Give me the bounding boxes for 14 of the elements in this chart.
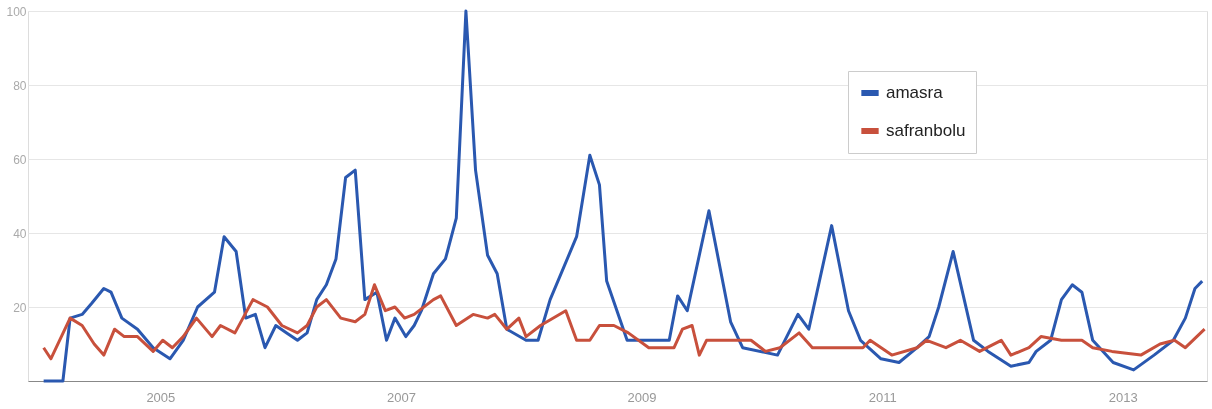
y-tick-label: 100 bbox=[6, 4, 27, 19]
x-tick-label: 2013 bbox=[1108, 389, 1138, 405]
line-series bbox=[42, 9, 1204, 383]
x-tick-label: 2009 bbox=[627, 389, 657, 405]
line-series bbox=[42, 283, 1207, 361]
x-tick-label: 2011 bbox=[868, 389, 897, 405]
legend-label: amasra bbox=[886, 83, 944, 102]
y-tick-label: 40 bbox=[13, 226, 27, 241]
x-tick-label: 2005 bbox=[146, 389, 176, 405]
y-tick-label: 80 bbox=[13, 78, 27, 93]
y-tick-label: 60 bbox=[13, 152, 27, 167]
legend-label: safranbolu bbox=[886, 121, 966, 140]
y-tick-label: 20 bbox=[13, 300, 27, 315]
x-tick-label: 2007 bbox=[386, 389, 416, 405]
